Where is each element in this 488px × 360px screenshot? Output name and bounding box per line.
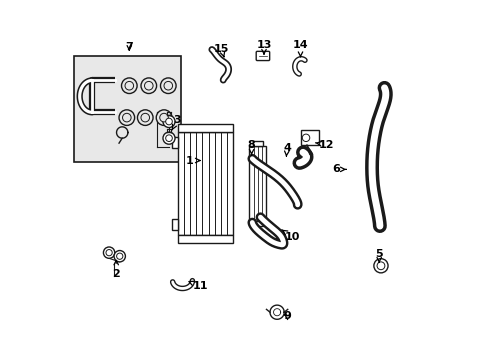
Text: 11: 11: [188, 281, 207, 291]
Circle shape: [121, 78, 137, 94]
Bar: [252, 221, 263, 226]
Circle shape: [160, 78, 176, 94]
Circle shape: [165, 135, 172, 141]
Circle shape: [163, 116, 175, 127]
Bar: [249, 146, 266, 221]
Circle shape: [114, 251, 125, 262]
Bar: [252, 141, 263, 146]
Text: 2: 2: [112, 260, 120, 279]
Circle shape: [144, 81, 153, 90]
Circle shape: [125, 81, 133, 90]
Circle shape: [141, 78, 156, 94]
Text: 15: 15: [213, 44, 229, 57]
Text: 6: 6: [332, 165, 346, 174]
Circle shape: [163, 81, 172, 90]
Circle shape: [165, 118, 172, 125]
Text: 13: 13: [256, 40, 271, 54]
Circle shape: [106, 249, 112, 256]
Bar: [300, 130, 318, 145]
Circle shape: [156, 110, 171, 125]
Circle shape: [160, 113, 168, 122]
Text: 14: 14: [292, 40, 308, 57]
Circle shape: [141, 113, 149, 122]
Circle shape: [119, 110, 134, 125]
Text: 7: 7: [125, 42, 133, 52]
Text: 4: 4: [283, 143, 290, 156]
Text: 1: 1: [185, 156, 200, 166]
FancyBboxPatch shape: [256, 51, 269, 60]
Circle shape: [122, 113, 131, 122]
Circle shape: [163, 132, 175, 144]
Text: 8: 8: [247, 140, 255, 155]
Bar: [74, 56, 181, 162]
Text: 12: 12: [315, 140, 333, 149]
Circle shape: [302, 134, 309, 141]
Circle shape: [116, 253, 122, 259]
Text: 3: 3: [172, 115, 181, 130]
Text: 5: 5: [375, 249, 382, 262]
Bar: [171, 138, 178, 148]
Bar: [178, 235, 232, 243]
Text: 10: 10: [281, 230, 300, 242]
Bar: [178, 132, 232, 235]
Circle shape: [137, 110, 153, 125]
Text: 9: 9: [283, 311, 290, 321]
Bar: [171, 219, 178, 230]
Bar: [178, 124, 232, 132]
Circle shape: [373, 259, 387, 273]
Circle shape: [376, 262, 384, 270]
Circle shape: [103, 247, 115, 258]
